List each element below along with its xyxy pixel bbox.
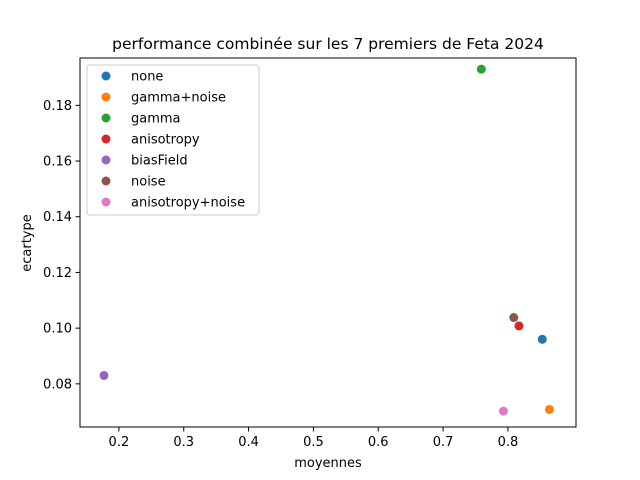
data-point-noise xyxy=(509,313,519,323)
data-point-gamma xyxy=(476,64,486,74)
y-tick-label: 0.08 xyxy=(43,377,72,392)
plot-frame xyxy=(79,57,577,428)
legend-label: gamma xyxy=(131,112,181,127)
legend: none gamma+noise gamma anisotropy biasField n… xyxy=(86,64,260,216)
data-point-none xyxy=(537,334,547,344)
legend-marker xyxy=(101,197,111,207)
y-tick-label: 0.18 xyxy=(43,99,72,114)
y-tick-label: 0.16 xyxy=(43,155,72,170)
y-axis-ticks: 0.08 0.10 0.12 0.14 0.16 0.18 xyxy=(43,99,80,392)
legend-items: none gamma+noise gamma anisotropy biasField n… xyxy=(101,70,245,211)
y-axis-label: ecartype xyxy=(20,214,35,272)
data-point-biasfield xyxy=(99,370,109,380)
legend-label: none xyxy=(131,70,163,85)
legend-label: gamma+noise xyxy=(131,91,226,106)
y-tick-label: 0.12 xyxy=(43,266,72,281)
y-tick-label: 0.14 xyxy=(43,210,72,225)
x-axis-ticks: 0.2 0.3 0.4 0.5 0.6 0.7 0.8 xyxy=(109,427,519,450)
legend-label: biasField xyxy=(131,154,188,169)
legend-marker xyxy=(101,134,111,144)
chart-title: performance combinée sur les 7 premiers … xyxy=(112,35,544,53)
x-tick-label: 0.2 xyxy=(109,435,130,450)
y-tick-label: 0.10 xyxy=(43,322,72,337)
x-tick-label: 0.3 xyxy=(173,435,194,450)
legend-label: anisotropy xyxy=(131,133,200,148)
plot-area xyxy=(79,57,577,428)
legend-label: anisotropy+noise xyxy=(131,196,245,211)
points-layer xyxy=(99,64,554,416)
legend-marker xyxy=(101,155,111,165)
x-tick-label: 0.8 xyxy=(498,435,519,450)
legend-marker xyxy=(101,71,111,81)
data-point-gamma-noise xyxy=(544,404,554,414)
data-point-anisotropy xyxy=(514,321,524,331)
x-tick-label: 0.5 xyxy=(303,435,324,450)
legend-marker xyxy=(101,113,111,123)
x-tick-label: 0.4 xyxy=(238,435,259,450)
x-tick-label: 0.6 xyxy=(368,435,389,450)
legend-box xyxy=(86,64,260,216)
x-axis-label: moyennes xyxy=(294,456,362,471)
x-tick-label: 0.7 xyxy=(433,435,454,450)
legend-marker xyxy=(101,92,111,102)
legend-marker xyxy=(101,176,111,186)
data-point-anisotropy-noise xyxy=(498,406,508,416)
legend-label: noise xyxy=(131,175,166,190)
